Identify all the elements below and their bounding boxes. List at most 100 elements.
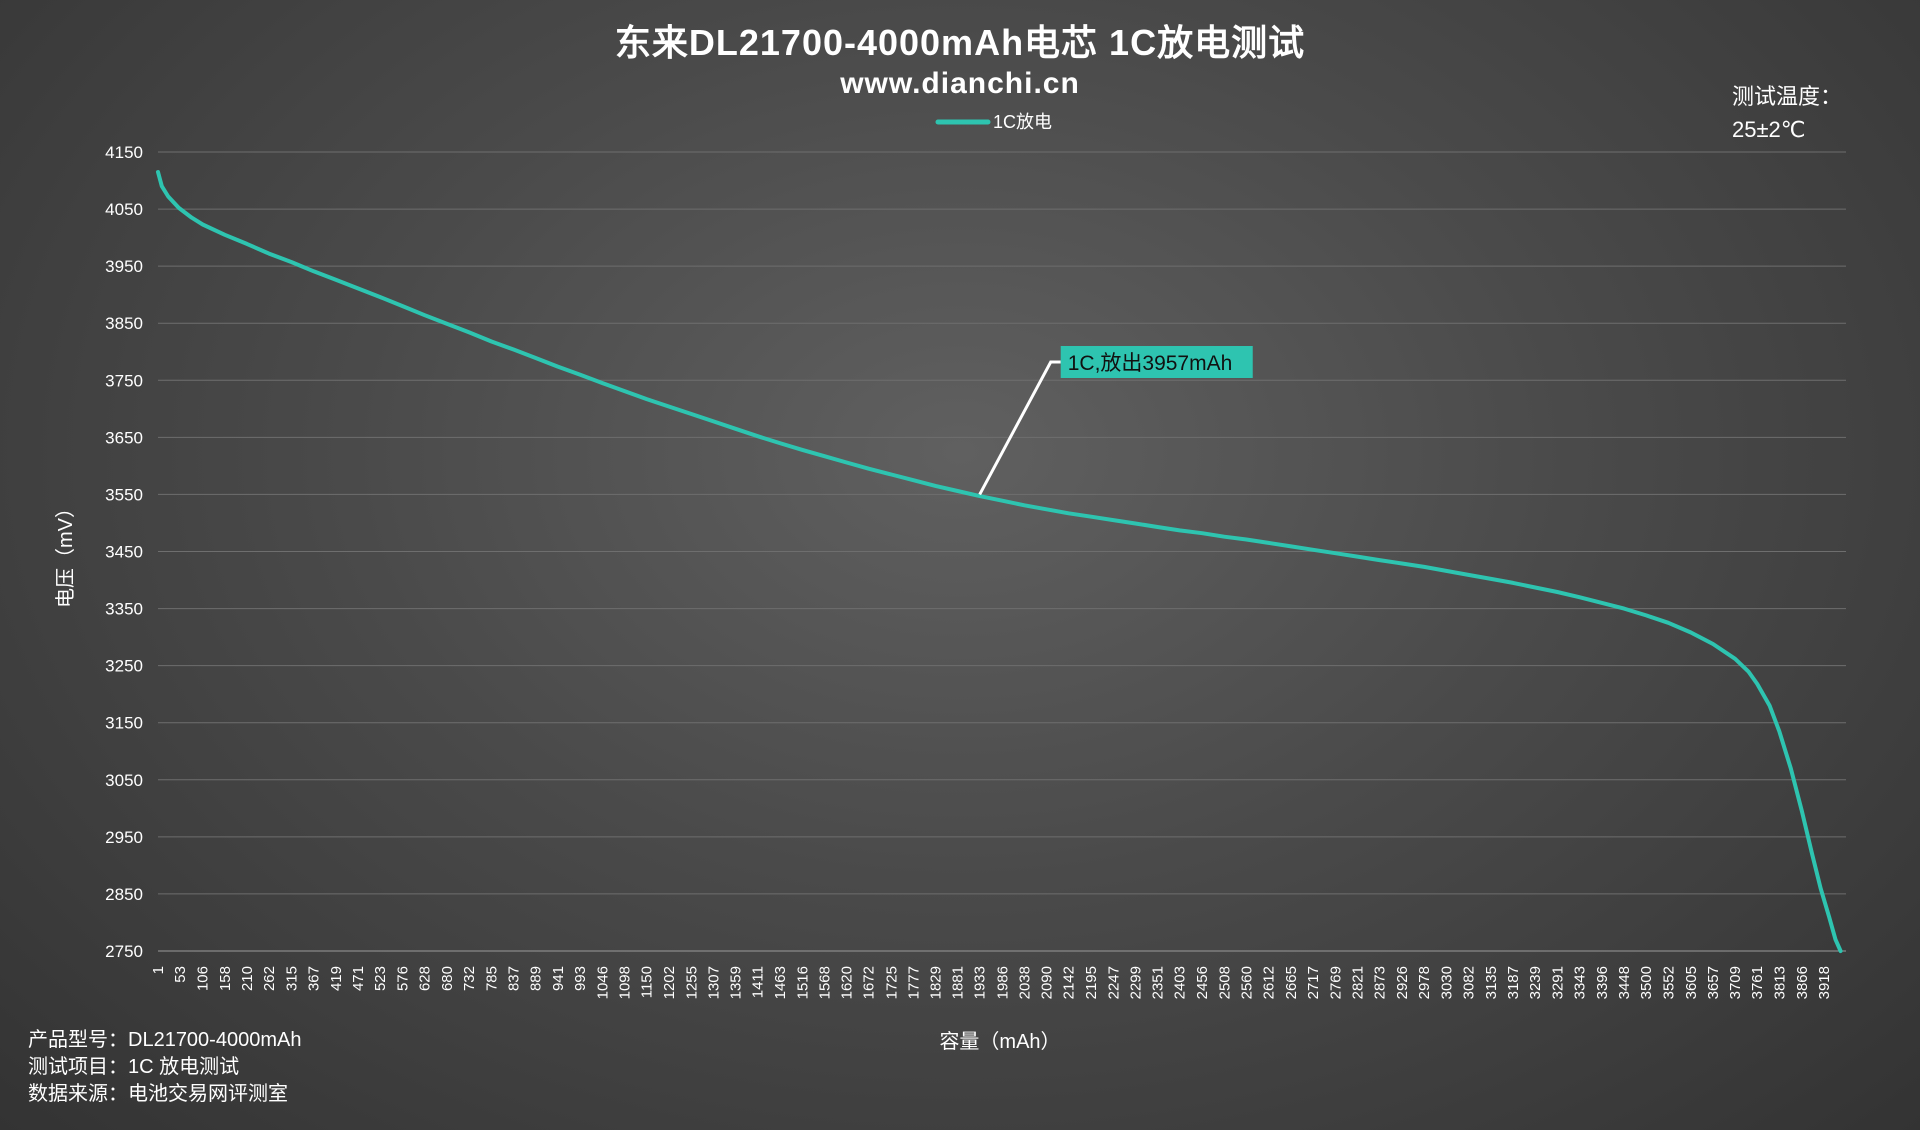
x-tick-label: 262: [261, 966, 278, 991]
x-tick-label: 3030: [1438, 966, 1455, 999]
info-label-test: 测试项目：: [28, 1055, 128, 1078]
y-axis-ticks: 4150 4050 3950 3850 3750 3650 3550 3450 3350 3250…: [105, 143, 143, 961]
legend-entry: 1C放电: [993, 112, 1052, 132]
x-tick-label: 2821: [1349, 966, 1366, 999]
y-tick-label: 3850: [105, 314, 143, 333]
y-tick-label: 3350: [105, 600, 143, 619]
info-value-model: DL21700-4000mAh: [128, 1029, 301, 1051]
x-tick-label: 2665: [1283, 966, 1300, 999]
y-tick-label: 3550: [105, 485, 143, 504]
temperature-note: 测试温度： 25±2℃: [1732, 84, 1842, 142]
x-tick-label: 680: [439, 966, 456, 991]
y-tick-label: 2850: [105, 885, 143, 904]
x-axis-label: 容量（mAh）: [939, 1030, 1060, 1053]
y-tick-label: 4150: [105, 143, 143, 162]
x-tick-label: 3866: [1794, 966, 1811, 999]
x-tick-label: 3343: [1571, 966, 1588, 999]
x-axis-ticks: 1 53 106 158 210 262 315 367 419 471 523 576 628 680 7…: [150, 966, 1833, 999]
x-tick-label: 2351: [1150, 966, 1167, 999]
x-tick-label: 1202: [661, 966, 678, 999]
x-tick-label: 1463: [772, 966, 789, 999]
x-tick-label: 2978: [1416, 966, 1433, 999]
x-tick-label: 2769: [1327, 966, 1344, 999]
x-tick-label: 1881: [950, 966, 967, 999]
x-tick-label: 2195: [1083, 966, 1100, 999]
x-tick-label: 732: [461, 966, 478, 991]
temperature-label: 测试温度：: [1732, 84, 1842, 109]
y-tick-label: 2750: [105, 942, 143, 961]
x-tick-label: 576: [395, 966, 412, 991]
x-tick-label: 210: [239, 966, 256, 991]
x-tick-label: 1777: [905, 966, 922, 999]
series-line-1c: [156, 170, 1843, 953]
y-tick-label: 4050: [105, 200, 143, 219]
y-tick-label: 3450: [105, 543, 143, 562]
x-tick-label: 3187: [1505, 966, 1522, 999]
x-tick-label: 2038: [1016, 966, 1033, 999]
x-tick-label: 628: [417, 966, 434, 991]
grid: [158, 151, 1846, 952]
x-tick-label: 3082: [1460, 966, 1477, 999]
svg-text:测试项目：1C 放电测试: 测试项目：1C 放电测试: [28, 1055, 239, 1078]
x-tick-label: 2560: [1238, 966, 1255, 999]
x-tick-label: 2299: [1127, 966, 1144, 999]
x-tick-label: 3761: [1749, 966, 1766, 999]
temperature-value: 25±2℃: [1732, 117, 1806, 142]
x-tick-label: 837: [506, 966, 523, 991]
x-tick-label: 2873: [1372, 966, 1389, 999]
x-tick-label: 1933: [972, 966, 989, 999]
svg-text:产品型号：DL21700-4000mAh: 产品型号：DL21700-4000mAh: [28, 1028, 301, 1051]
svg-text:数据来源：电池交易网评测室: 数据来源：电池交易网评测室: [28, 1082, 288, 1105]
chart-title: 东来DL21700-4000mAh电芯 1C放电测试: [615, 22, 1305, 63]
x-tick-label: 889: [528, 966, 545, 991]
x-tick-label: 1516: [794, 966, 811, 999]
x-tick-label: 1829: [927, 966, 944, 999]
y-tick-label: 3250: [105, 657, 143, 676]
x-tick-label: 2403: [1172, 966, 1189, 999]
legend: 1C放电: [935, 112, 1052, 132]
x-tick-label: 2508: [1216, 966, 1233, 999]
y-axis-label: 电压（mV）: [54, 498, 77, 608]
info-value-source: 电池交易网评测室: [128, 1082, 288, 1105]
x-tick-label: 1359: [728, 966, 745, 999]
x-tick-label: 3500: [1638, 966, 1655, 999]
x-tick-label: 3657: [1705, 966, 1722, 999]
x-tick-label: 2717: [1305, 966, 1322, 999]
x-tick-label: 2456: [1194, 966, 1211, 999]
y-tick-label: 3150: [105, 714, 143, 733]
x-tick-label: 1411: [750, 966, 767, 998]
x-tick-label: 785: [483, 966, 500, 991]
x-tick-label: 367: [306, 966, 323, 991]
x-tick-label: 3918: [1816, 966, 1833, 999]
x-tick-label: 3709: [1727, 966, 1744, 999]
annotation: 1C,放出3957mAh: [978, 346, 1253, 496]
x-tick-label: 2142: [1061, 966, 1078, 999]
x-tick-label: 315: [284, 966, 301, 991]
x-tick-label: 1672: [861, 966, 878, 999]
annotation-text: 1C,放出3957mAh: [1068, 352, 1233, 375]
x-tick-label: 1150: [639, 966, 656, 998]
x-tick-label: 1620: [839, 966, 856, 999]
y-tick-label: 3950: [105, 257, 143, 276]
x-tick-label: 3813: [1771, 966, 1788, 999]
x-tick-label: 1046: [594, 966, 611, 999]
info-label-model: 产品型号：: [28, 1028, 128, 1051]
y-tick-label: 3050: [105, 771, 143, 790]
x-tick-label: 523: [372, 966, 389, 991]
x-tick-label: 1098: [617, 966, 634, 999]
x-tick-label: 1: [150, 966, 167, 974]
x-tick-label: 3239: [1527, 966, 1544, 999]
x-tick-label: 3135: [1483, 966, 1500, 999]
x-tick-label: 106: [195, 966, 212, 991]
x-tick-label: 3448: [1616, 966, 1633, 999]
x-tick-label: 2247: [1105, 966, 1122, 999]
x-tick-label: 3605: [1683, 966, 1700, 999]
info-value-test: 1C 放电测试: [128, 1055, 239, 1078]
info-label-source: 数据来源：: [28, 1082, 128, 1105]
x-tick-label: 53: [172, 966, 189, 983]
x-tick-label: 3552: [1660, 966, 1677, 999]
x-tick-label: 3291: [1549, 966, 1566, 999]
x-tick-label: 941: [550, 966, 567, 991]
x-tick-label: 1568: [816, 966, 833, 999]
